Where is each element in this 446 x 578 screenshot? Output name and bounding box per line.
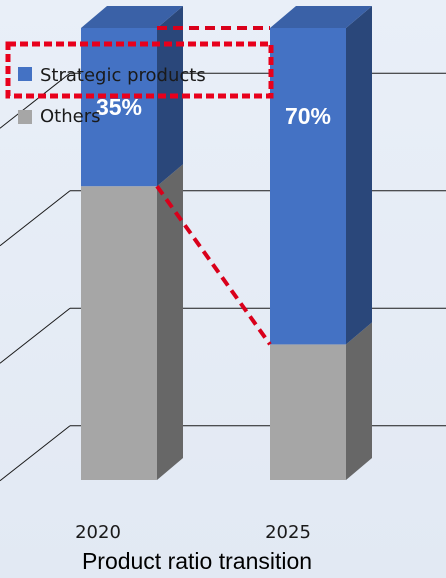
legend-label-others: Others <box>40 106 101 127</box>
bar-side-2025-0 <box>346 6 372 345</box>
bar-top-2020 <box>81 6 183 28</box>
legend: Strategic products Others <box>5 41 274 127</box>
x-tick-2020: 2020 <box>75 522 121 543</box>
gridline-diagonal-0 <box>0 72 71 129</box>
legend-label-strategic: Strategic products <box>40 65 206 86</box>
bars <box>81 6 372 480</box>
gridline-diagonal-2 <box>0 307 71 364</box>
bar-2020-strategic-products <box>81 28 157 187</box>
x-tick-2025: 2025 <box>265 522 311 543</box>
bar-side-2025-1 <box>346 322 372 480</box>
connector-bottom <box>155 185 272 346</box>
connector-lines <box>155 26 272 346</box>
data-labels: 35% 70% <box>96 94 331 129</box>
chart-title: Product ratio transition <box>82 548 312 574</box>
gridline-diagonal-3 <box>0 425 71 482</box>
bar-2025-strategic-products <box>270 28 346 345</box>
legend-highlight-box <box>5 41 274 99</box>
gridline-diagonal-1 <box>0 190 71 247</box>
bar-side-2020-1 <box>157 164 183 480</box>
bar-2025-others <box>270 344 346 480</box>
data-label-2025: 70% <box>285 103 331 129</box>
bar-2020-others <box>81 186 157 480</box>
bar-top-2025 <box>270 6 372 28</box>
legend-swatch-strategic <box>18 67 32 81</box>
legend-swatch-others <box>18 110 32 124</box>
